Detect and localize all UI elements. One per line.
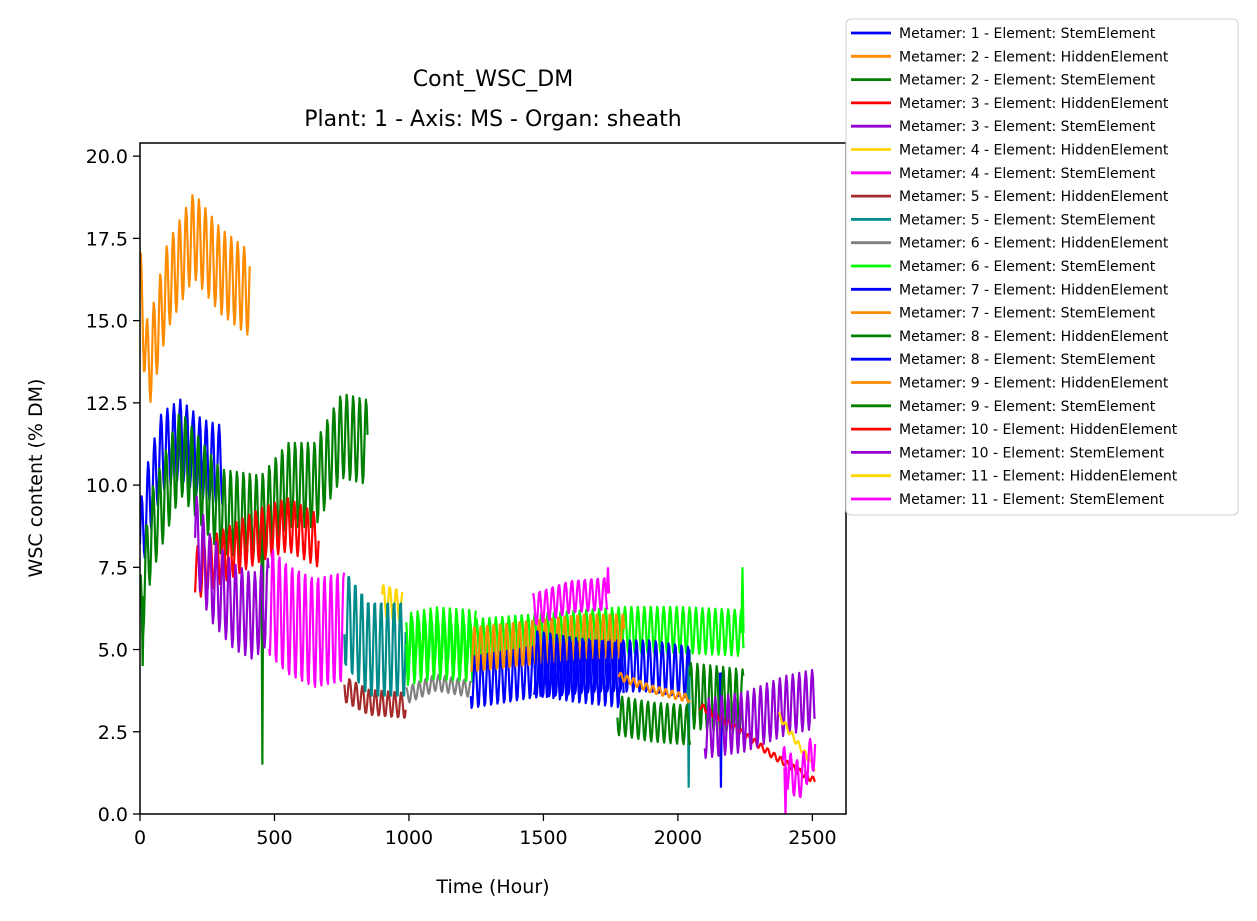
legend-label: Metamer: 2 - Element: HiddenElement [899, 49, 1169, 65]
chart-title: Cont_WSC_DM [413, 67, 573, 92]
legend-label: Metamer: 5 - Element: HiddenElement [899, 189, 1169, 205]
series-line [616, 695, 692, 746]
series-spike [605, 567, 611, 594]
legend-label: Metamer: 9 - Element: HiddenElement [899, 376, 1169, 392]
legend-label: Metamer: 10 - Element: StemElement [899, 445, 1165, 461]
series-spike [740, 567, 745, 634]
x-tick-label: 1500 [519, 827, 567, 849]
legend-label: Metamer: 8 - Element: HiddenElement [899, 329, 1169, 345]
series-line [703, 668, 816, 760]
legend-label: Metamer: 1 - Element: StemElement [899, 26, 1156, 42]
series-line [140, 194, 251, 404]
series-line [781, 737, 817, 799]
legend: Metamer: 1 - Element: StemElement Metamer… [845, 18, 1239, 516]
series-line [531, 577, 609, 626]
series-line [268, 549, 346, 689]
y-tick-label: 2.5 [98, 722, 128, 744]
series-line [194, 495, 270, 660]
legend-label: Metamer: 6 - Element: StemElement [899, 259, 1156, 275]
legend-box [845, 18, 1239, 516]
legend-label: Metamer: 11 - Element: StemElement [899, 492, 1165, 508]
legend-label: Metamer: 11 - Element: HiddenElement [899, 469, 1178, 485]
x-tick-label: 500 [256, 827, 292, 849]
series-line [343, 575, 407, 697]
x-tick-label: 1000 [385, 827, 433, 849]
series-line [405, 673, 472, 704]
y-tick-label: 17.5 [86, 228, 128, 250]
legend-label: Metamer: 9 - Element: StemElement [899, 399, 1156, 415]
x-tick-label: 2000 [654, 827, 702, 849]
x-tick-label: 0 [134, 827, 146, 849]
legend-label: Metamer: 4 - Element: HiddenElement [899, 143, 1169, 159]
x-axis-label: Time (Hour) [435, 876, 549, 898]
series-spike [686, 649, 691, 788]
legend-label: Metamer: 10 - Element: HiddenElement [899, 422, 1178, 438]
series-layer [140, 194, 817, 814]
y-tick-label: 0.0 [98, 804, 128, 826]
y-tick-label: 20.0 [86, 146, 128, 168]
legend-label: Metamer: 8 - Element: StemElement [899, 352, 1156, 368]
y-tick-label: 5.0 [98, 640, 128, 662]
legend-label: Metamer: 3 - Element: StemElement [899, 119, 1156, 135]
series-line [469, 613, 626, 672]
y-axis: 0.0 2.5 5.0 7.5 10.0 12.5 15.0 17.5 20.0 [86, 146, 140, 826]
series-line [617, 671, 691, 704]
y-tick-label: 15.0 [86, 311, 128, 333]
y-tick-label: 10.0 [86, 475, 128, 497]
series-line [343, 678, 407, 719]
series-line [140, 398, 224, 560]
x-axis: 0 500 1000 1500 2000 2500 [134, 814, 837, 849]
legend-label: Metamer: 2 - Element: StemElement [899, 73, 1156, 89]
y-axis-label: WSC content (% DM) [25, 379, 47, 578]
chart-subtitle: Plant: 1 - Axis: MS - Organ: sheath [304, 107, 681, 132]
series-spike [783, 767, 788, 814]
legend-label: Metamer: 4 - Element: StemElement [899, 166, 1156, 182]
x-tick-label: 2500 [788, 827, 836, 849]
legend-label: Metamer: 7 - Element: HiddenElement [899, 282, 1169, 298]
legend-label: Metamer: 3 - Element: HiddenElement [899, 96, 1169, 112]
series-line [532, 630, 625, 709]
series-spike [140, 596, 145, 667]
y-tick-label: 7.5 [98, 557, 128, 579]
legend-label: Metamer: 5 - Element: StemElement [899, 212, 1156, 228]
legend-label: Metamer: 7 - Element: StemElement [899, 306, 1156, 322]
y-tick-label: 12.5 [86, 393, 128, 415]
legend-label: Metamer: 6 - Element: HiddenElement [899, 236, 1169, 252]
series-line [405, 606, 477, 687]
